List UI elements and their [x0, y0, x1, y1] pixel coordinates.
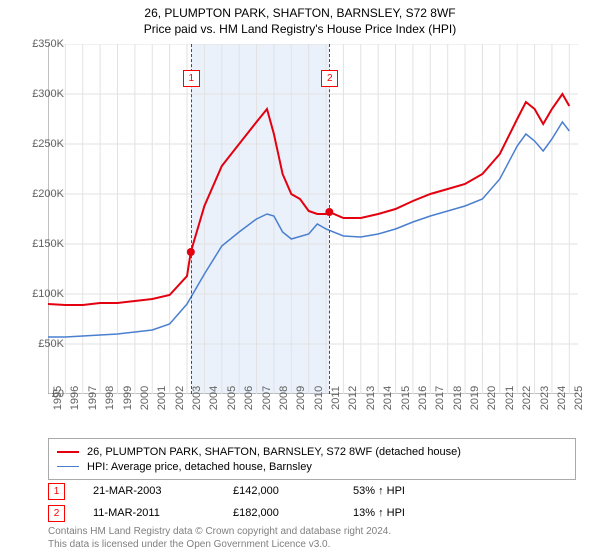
x-axis-label: 2009: [295, 386, 307, 410]
x-axis-label: 2017: [434, 386, 446, 410]
x-axis-label: 2020: [486, 386, 498, 410]
x-axis-label: 2007: [261, 386, 273, 410]
legend-row-hpi: HPI: Average price, detached house, Barn…: [57, 459, 567, 474]
y-axis-label: £250K: [32, 138, 64, 150]
x-axis-label: 2023: [539, 386, 551, 410]
x-axis-label: 1996: [69, 386, 81, 410]
x-axis-label: 1995: [52, 386, 64, 410]
x-axis-label: 2019: [469, 386, 481, 410]
sale-price: £182,000: [233, 507, 353, 519]
x-axis-label: 2016: [417, 386, 429, 410]
marker-dash-line: [329, 44, 330, 394]
x-axis-label: 2011: [330, 386, 342, 410]
x-axis-label: 2000: [139, 386, 151, 410]
sale-marker-2: 2: [48, 505, 65, 522]
x-axis-label: 1998: [104, 386, 116, 410]
footnote-line-1: Contains HM Land Registry data © Crown c…: [48, 526, 391, 539]
x-axis-label: 1999: [122, 386, 134, 410]
x-axis-label: 2010: [313, 386, 325, 410]
footnote-line-2: This data is licensed under the Open Gov…: [48, 539, 391, 552]
x-axis-label: 2002: [174, 386, 186, 410]
x-axis-label: 2015: [400, 386, 412, 410]
legend-label: HPI: Average price, detached house, Barn…: [87, 461, 312, 473]
x-axis-label: 2001: [156, 386, 168, 410]
y-axis-label: £300K: [32, 88, 64, 100]
chart-subtitle: Price paid vs. HM Land Registry's House …: [0, 20, 600, 36]
marker-box-1: 1: [183, 70, 200, 87]
x-axis-label: 2021: [504, 386, 516, 410]
footnote: Contains HM Land Registry data © Crown c…: [48, 526, 391, 551]
legend: 26, PLUMPTON PARK, SHAFTON, BARNSLEY, S7…: [48, 438, 576, 480]
x-axis-label: 2014: [382, 386, 394, 410]
sale-date: 21-MAR-2003: [93, 485, 233, 497]
y-axis-label: £200K: [32, 188, 64, 200]
x-axis-label: 2022: [521, 386, 533, 410]
y-axis-label: £50K: [38, 338, 64, 350]
y-axis-label: £100K: [32, 288, 64, 300]
x-axis-label: 2024: [556, 386, 568, 410]
chart-title: 26, PLUMPTON PARK, SHAFTON, BARNSLEY, S7…: [0, 0, 600, 20]
legend-row-property: 26, PLUMPTON PARK, SHAFTON, BARNSLEY, S7…: [57, 444, 567, 459]
sale-date: 11-MAR-2011: [93, 507, 233, 519]
chart-area: [48, 44, 578, 394]
x-axis-label: 2006: [243, 386, 255, 410]
line-chart: [48, 44, 578, 394]
legend-label: 26, PLUMPTON PARK, SHAFTON, BARNSLEY, S7…: [87, 446, 461, 458]
x-axis-label: 2004: [208, 386, 220, 410]
legend-swatch: [57, 451, 79, 453]
sale-delta: 53% ↑ HPI: [353, 485, 473, 497]
sale-price: £142,000: [233, 485, 353, 497]
x-axis-label: 2013: [365, 386, 377, 410]
y-axis-label: £150K: [32, 238, 64, 250]
sales-table: 1 21-MAR-2003 £142,000 53% ↑ HPI 2 11-MA…: [48, 480, 576, 524]
x-axis-label: 2008: [278, 386, 290, 410]
sale-delta: 13% ↑ HPI: [353, 507, 473, 519]
sale-marker-1: 1: [48, 483, 65, 500]
v-gridlines: [48, 44, 569, 394]
x-axis-label: 2005: [226, 386, 238, 410]
x-axis-label: 2003: [191, 386, 203, 410]
x-axis-label: 2025: [573, 386, 585, 410]
marker-box-2: 2: [321, 70, 338, 87]
x-axis-label: 2018: [452, 386, 464, 410]
x-axis-label: 2012: [347, 386, 359, 410]
legend-swatch: [57, 466, 79, 467]
table-row: 2 11-MAR-2011 £182,000 13% ↑ HPI: [48, 502, 576, 524]
x-axis-label: 1997: [87, 386, 99, 410]
marker-dash-line: [191, 44, 192, 394]
table-row: 1 21-MAR-2003 £142,000 53% ↑ HPI: [48, 480, 576, 502]
y-axis-label: £350K: [32, 38, 64, 50]
